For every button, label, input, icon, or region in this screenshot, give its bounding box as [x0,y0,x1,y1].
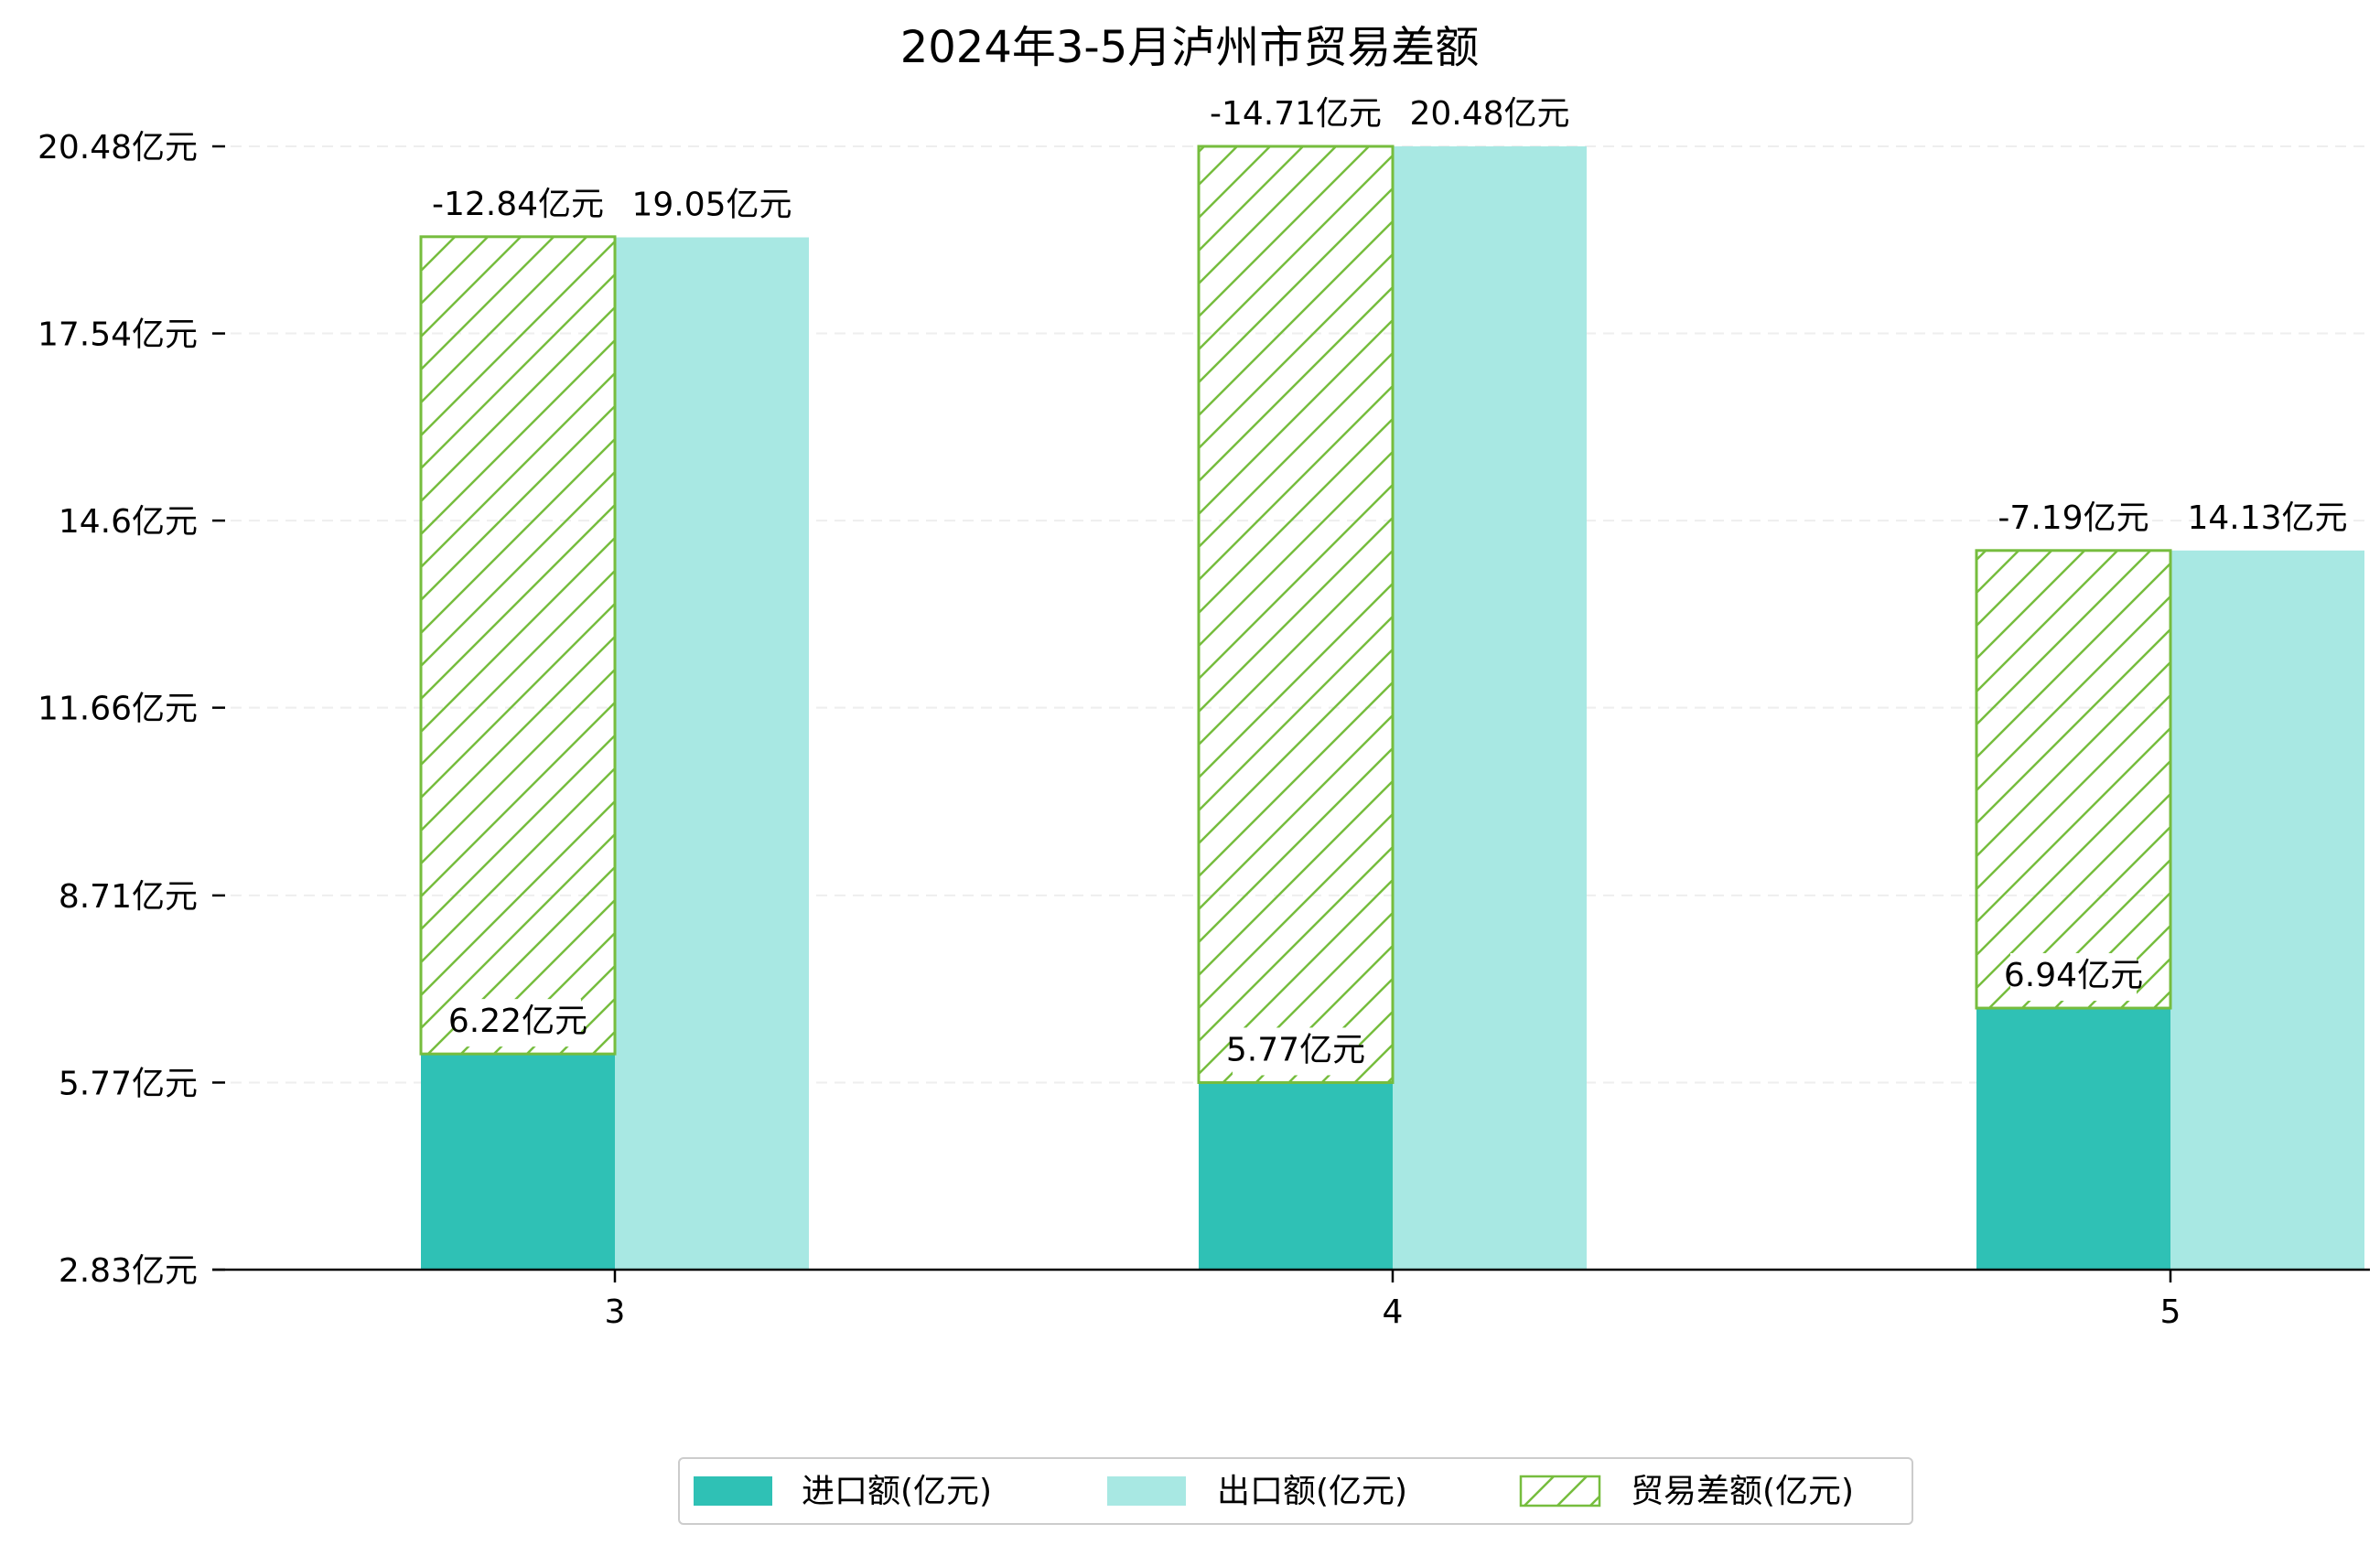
data-label-import: 6.94亿元 [2004,957,2143,994]
data-label-import-bg [2010,953,2137,1002]
x-tick-label: 5 [2160,1293,2181,1331]
data-label-export-bg [1417,91,1562,139]
data-label-balance: -14.71亿元 [1210,95,1382,133]
y-tick-label: 11.66亿元 [38,691,198,728]
data-label-export: 19.05亿元 [631,186,792,223]
data-label-import-bg [1233,1027,1359,1076]
x-tick-label: 4 [1383,1293,1404,1331]
bar-export [615,237,809,1271]
bars-layer [419,145,2364,1271]
data-label-import: 5.77亿元 [1226,1031,1365,1068]
y-tick-label: 17.54亿元 [38,317,198,354]
chart-title: 2024年3-5月泸州市贸易差额 [900,22,1480,73]
data-label-balance-bg [1215,91,1376,139]
legend: 进口额(亿元) 出口额(亿元) 贸易差额(亿元) [678,1457,1913,1525]
bar-export [2170,550,2364,1270]
data-label-balance-bg [437,181,598,230]
bar-balance [419,235,617,1056]
x-tick-label: 3 [605,1293,626,1331]
legend-frame [678,1457,1913,1525]
x-axis: 3 4 5 [605,1270,2181,1331]
legend-label-export: 出口额(亿元) [1217,1473,1407,1510]
legend-label-import: 进口额(亿元) [802,1473,992,1510]
bar-balance [1197,145,1395,1084]
data-label-import: 6.22亿元 [448,1003,587,1040]
data-label-export: 20.48亿元 [1409,95,1569,133]
legend-swatch-import [694,1476,772,1506]
legend-swatch-export [1107,1476,1186,1506]
data-label-import-bg [455,999,581,1047]
legend-label-balance: 贸易差额(亿元) [1631,1473,1854,1510]
data-label-balance: -7.19亿元 [1998,499,2148,537]
bar-export [1393,146,1587,1270]
y-tick-label: 14.6亿元 [59,503,198,541]
bar-import [1976,1008,2170,1270]
data-labels-layer: 6.22亿元 19.05亿元 -12.84亿元 5.77亿元 20.48亿元 -14.71… [432,91,2348,1076]
data-label-balance-bg [2001,495,2146,543]
data-label-export-bg [2195,495,2340,543]
y-tick-label: 2.83亿元 [59,1252,198,1290]
data-label-export: 14.13亿元 [2187,499,2347,537]
bar-import [421,1054,615,1270]
data-label-export-bg [640,182,784,231]
legend-swatch-balance [1519,1475,1601,1507]
bar-import [1199,1082,1393,1270]
y-tick-label: 20.48亿元 [38,129,198,166]
data-label-balance: -12.84亿元 [432,186,604,223]
y-tick-label: 8.71亿元 [59,878,198,916]
y-tick-label: 5.77亿元 [59,1065,198,1102]
y-axis: 2.83亿元 5.77亿元 8.71亿元 11.66亿元 14.6亿元 17.54亿元 20… [38,129,225,1290]
bar-balance [1975,549,2172,1010]
